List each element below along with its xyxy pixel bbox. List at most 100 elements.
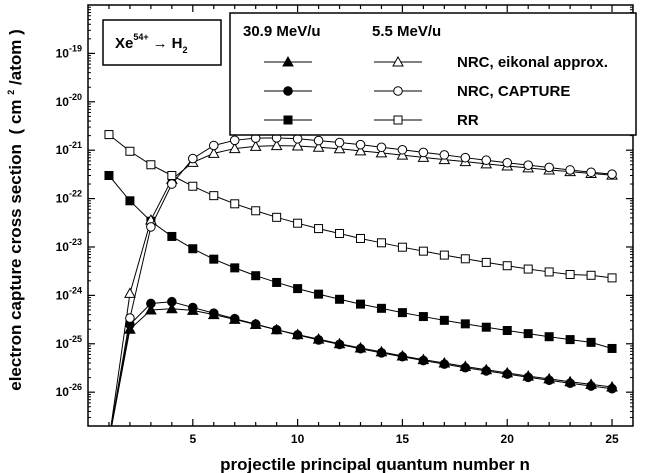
y-tick-label-exponent: -20 <box>69 92 82 102</box>
data-point <box>188 153 198 164</box>
data-point <box>397 308 407 318</box>
data-point <box>249 140 262 151</box>
data-point <box>418 147 429 158</box>
reaction-label-box: Xe54+ → H2 <box>102 19 222 66</box>
data-point <box>502 369 513 379</box>
data-point <box>460 254 470 264</box>
data-point <box>376 142 387 153</box>
data-point <box>439 150 450 160</box>
legend-label-rr: RR <box>457 112 479 129</box>
data-point <box>312 141 325 152</box>
data-point <box>145 303 157 315</box>
data-point <box>396 149 409 160</box>
data-point <box>565 270 575 280</box>
data-point <box>208 140 219 151</box>
data-point <box>544 267 554 277</box>
data-point <box>125 196 135 206</box>
data-point <box>481 322 491 332</box>
y-tick-label: 10-20 <box>56 92 82 109</box>
data-point <box>167 170 177 180</box>
data-point <box>544 162 554 173</box>
data-point <box>292 133 303 144</box>
data-point <box>314 224 324 234</box>
y-tick-label-base: 10 <box>56 95 70 109</box>
x-tick-label: 25 <box>605 432 619 446</box>
data-point <box>586 381 596 391</box>
legend-header-energy-1: 30.9 MeV/u <box>243 23 321 40</box>
data-point <box>209 254 219 264</box>
legend-frame <box>229 12 637 136</box>
data-point <box>376 238 386 248</box>
data-point <box>523 160 533 170</box>
data-point <box>565 335 575 345</box>
data-point <box>167 179 177 189</box>
data-point <box>397 144 408 155</box>
data-point <box>460 152 471 163</box>
data-point <box>523 264 533 274</box>
x-tick-label: 5 <box>189 432 196 446</box>
y-tick-label-exponent: -23 <box>69 237 82 247</box>
data-point <box>460 319 470 329</box>
y-tick-label-base: 10 <box>56 337 70 351</box>
data-point <box>375 146 388 158</box>
data-point <box>523 372 533 383</box>
series-layer <box>104 130 618 426</box>
data-point <box>502 261 512 271</box>
data-point <box>125 313 135 323</box>
data-point <box>188 181 198 191</box>
y-tick-label: 10-25 <box>56 334 82 351</box>
data-point <box>502 157 513 168</box>
legend-marker-open <box>392 55 404 67</box>
data-point <box>292 330 303 340</box>
data-point <box>544 332 554 342</box>
y-tick-label-exponent: -24 <box>69 285 82 295</box>
data-point <box>565 165 575 175</box>
data-point <box>607 383 617 394</box>
data-point <box>146 160 156 170</box>
data-point <box>250 319 261 329</box>
y-tick-label-exponent: -26 <box>69 382 82 392</box>
data-point <box>125 146 135 156</box>
data-point <box>293 284 303 294</box>
y-axis-label-unit-pre: ( cm <box>6 99 25 134</box>
data-point <box>523 329 533 339</box>
data-point <box>230 199 240 209</box>
data-point <box>313 135 324 146</box>
data-point <box>146 222 156 232</box>
data-point <box>291 139 304 151</box>
legend-marks <box>264 55 422 125</box>
data-point <box>334 137 345 148</box>
data-point <box>314 289 324 299</box>
reaction-arrow: → <box>153 35 168 52</box>
data-point <box>104 170 114 180</box>
data-point <box>607 343 617 353</box>
data-point <box>124 287 136 298</box>
legend-label-capture: NRC, CAPTURE <box>457 83 570 100</box>
reaction-target: H <box>172 35 183 52</box>
y-tick-label-exponent: -19 <box>69 43 82 53</box>
data-point <box>439 250 449 260</box>
legend-marker-filled <box>283 115 293 125</box>
data-point <box>167 231 177 241</box>
y-axis-label: electron capture cross section ( cm 2 /a… <box>0 29 25 391</box>
y-tick-label-base: 10 <box>56 192 70 206</box>
y-tick-label-exponent: -25 <box>69 334 82 344</box>
data-point <box>271 324 282 335</box>
y-tick-label-base: 10 <box>56 143 70 157</box>
data-point <box>335 294 345 304</box>
reaction-ion: Xe <box>115 35 133 52</box>
y-axis-label-unit-sup: 2 <box>6 90 16 95</box>
data-point <box>397 242 407 252</box>
data-point <box>481 257 491 267</box>
y-tick-label-base: 10 <box>56 46 70 60</box>
data-point <box>167 296 177 307</box>
data-point <box>356 233 365 243</box>
legend-marker-filled <box>282 55 294 67</box>
y-tick-label-base: 10 <box>56 288 70 302</box>
y-tick-label: 10-19 <box>56 43 82 60</box>
data-point <box>418 355 429 366</box>
legend-marker-open <box>393 86 403 96</box>
data-point <box>208 308 219 318</box>
data-point <box>586 270 596 280</box>
data-point <box>335 228 345 238</box>
